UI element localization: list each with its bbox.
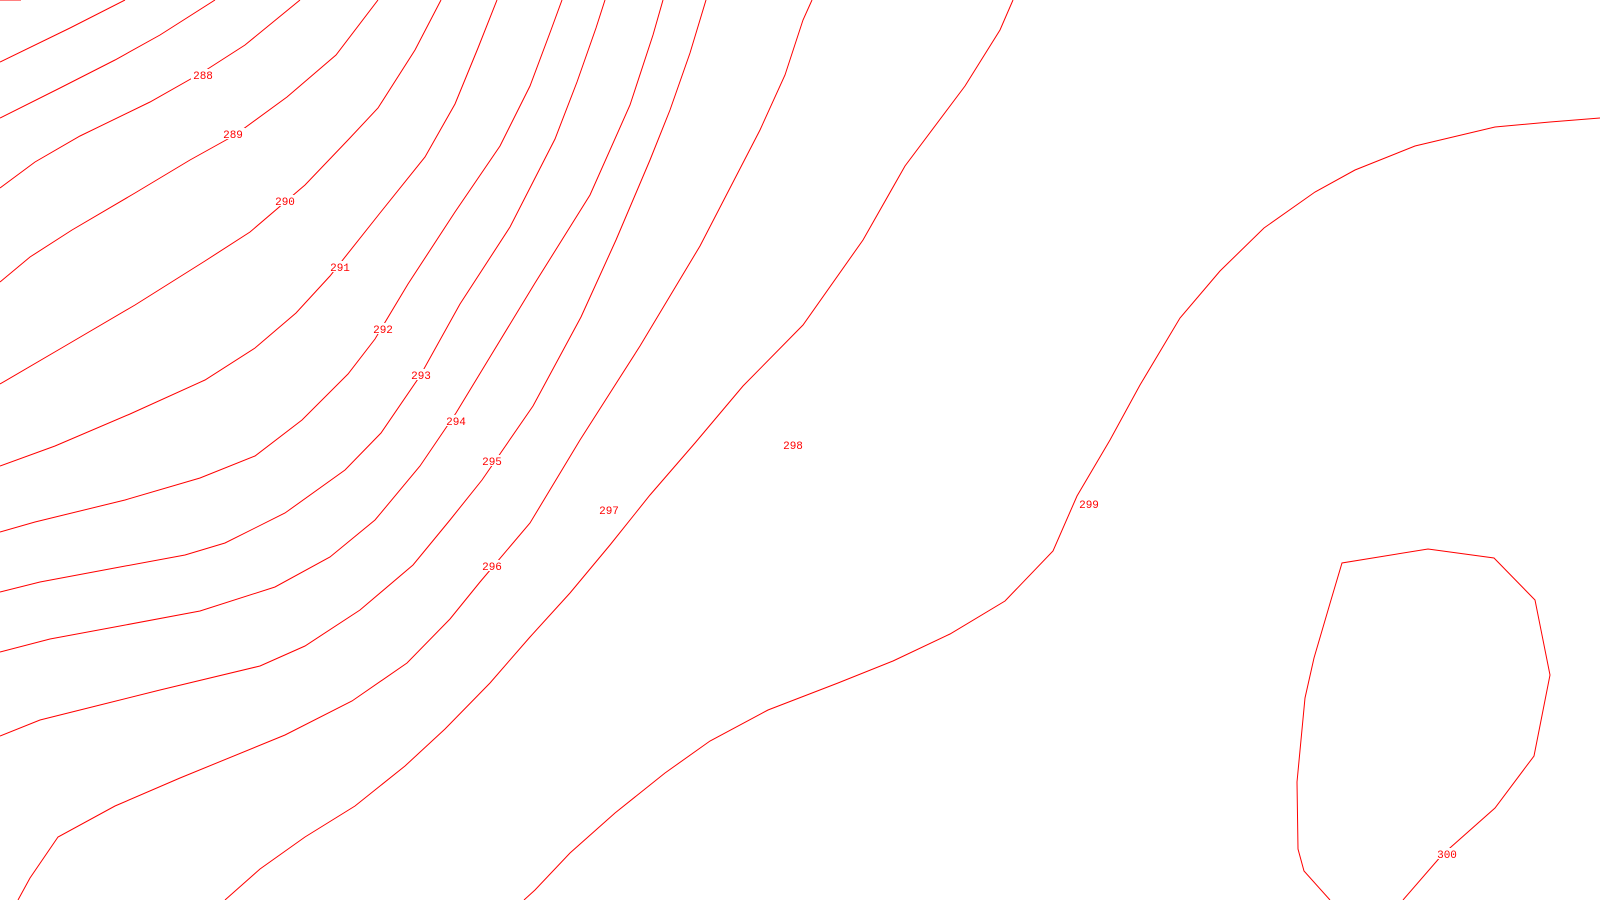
contour-line-294: [0, 0, 606, 593]
contour-label-290: 290: [275, 197, 295, 209]
contour-line-292: [0, 0, 498, 467]
contour-line-298: [224, 0, 1014, 900]
contour-line-289: [0, 0, 301, 189]
contour-line-290: [0, 0, 379, 283]
contour-line-300: [1296, 548, 1551, 900]
contour-label-300: 300: [1437, 850, 1457, 862]
contour-line-295: [0, 0, 664, 653]
contour-line-291: [0, 0, 442, 385]
contour-label-294: 294: [446, 417, 466, 429]
contour-label-296: 296: [482, 562, 502, 574]
contour-line-297: [17, 0, 813, 900]
contour-label-297: 297: [599, 506, 619, 518]
contour-line-299: [523, 117, 1600, 900]
contour-label-299: 299: [1079, 500, 1099, 512]
contour-line-296: [0, 0, 707, 737]
contour-label-291: 291: [330, 263, 350, 275]
contour-label-293: 293: [411, 371, 431, 383]
contour-label-288: 288: [193, 71, 213, 83]
contour-label-289: 289: [223, 130, 243, 142]
contour-line-293: [0, 0, 563, 533]
contour-line-b: [0, 0, 126, 63]
contour-line-288: [0, 0, 216, 119]
contour-label-292: 292: [373, 325, 393, 337]
contour-label-298: 298: [783, 441, 803, 453]
contour-label-295: 295: [482, 457, 502, 469]
